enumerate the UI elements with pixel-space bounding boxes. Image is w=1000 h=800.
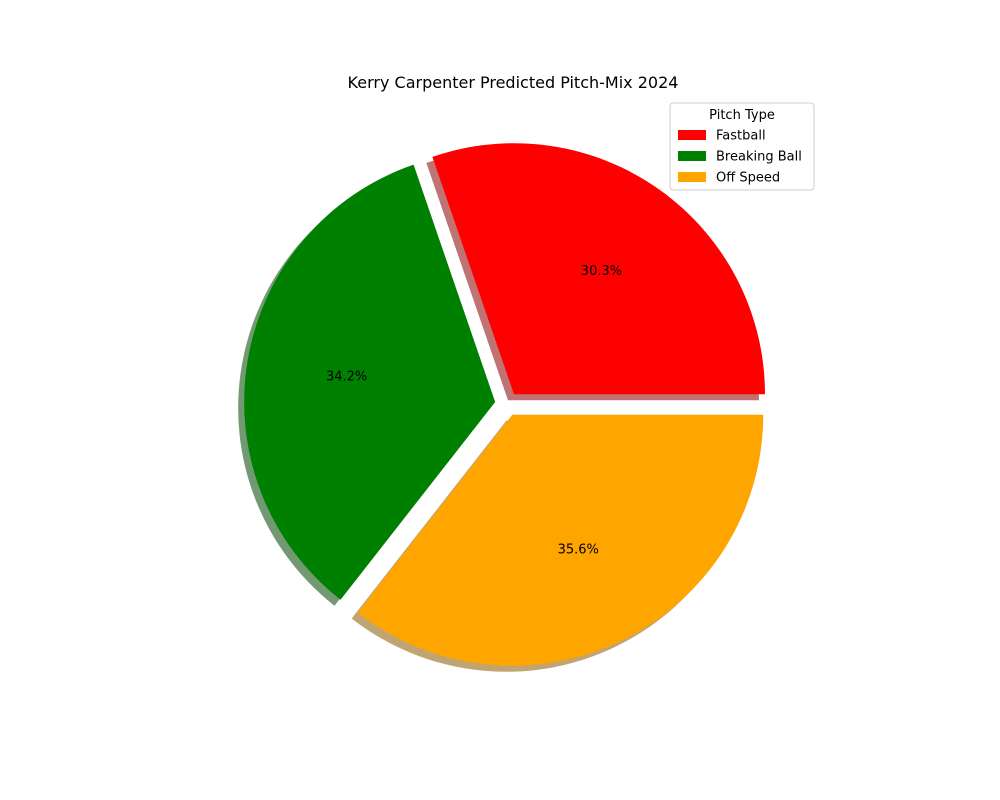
legend-swatch-off-speed	[678, 172, 706, 182]
legend-swatch-fastball	[678, 130, 706, 140]
legend-swatch-breaking-ball	[678, 151, 706, 161]
legend: Pitch Type Fastball Breaking Ball Off Spee…	[669, 102, 815, 191]
percent-label-breaking-ball: 34.2%	[326, 370, 367, 385]
legend-title: Pitch Type	[709, 108, 775, 123]
percent-labels: 30.3% 34.2% 35.6%	[326, 264, 622, 558]
pie-slice-breaking-ball	[244, 164, 496, 600]
pie-slice-off-speed	[357, 414, 764, 666]
legend-label-off-speed: Off Speed	[716, 171, 780, 186]
pie-slice-fastball	[432, 143, 765, 395]
pie-slices	[244, 143, 765, 666]
percent-label-fastball: 30.3%	[581, 264, 622, 279]
percent-label-off-speed: 35.6%	[558, 543, 599, 558]
chart-title: Kerry Carpenter Predicted Pitch-Mix 2024	[348, 73, 679, 92]
legend-label-fastball: Fastball	[716, 129, 766, 144]
legend-label-breaking-ball: Breaking Ball	[716, 150, 802, 165]
legend-frame	[669, 102, 815, 191]
